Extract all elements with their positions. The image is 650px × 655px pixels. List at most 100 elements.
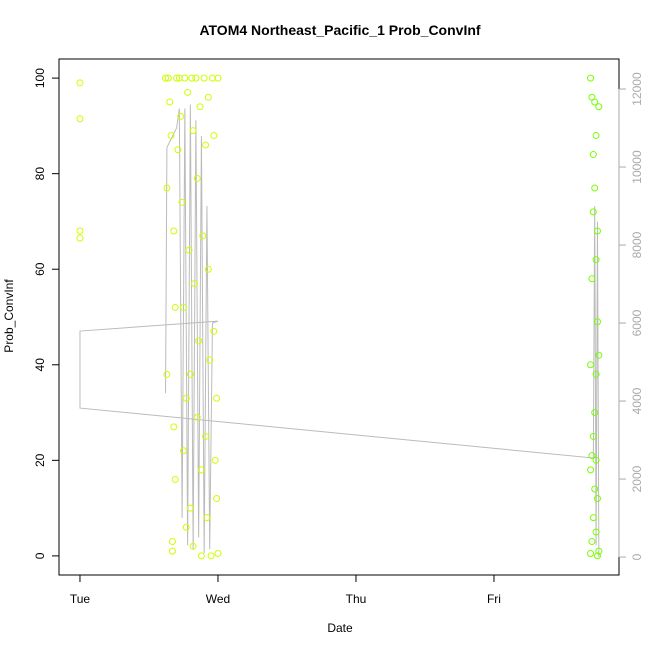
point xyxy=(184,88,192,96)
point xyxy=(199,232,207,240)
point xyxy=(167,131,175,139)
chart-title: ATOM4 Northeast_Pacific_1 Prob_ConvInf xyxy=(199,22,480,38)
point xyxy=(589,151,597,159)
point xyxy=(168,538,176,546)
point xyxy=(592,456,600,464)
y2-tick-label: 12000 xyxy=(630,72,644,106)
point xyxy=(592,131,600,139)
point xyxy=(213,495,221,503)
point xyxy=(595,351,603,359)
point xyxy=(174,146,182,154)
point xyxy=(591,98,599,106)
point xyxy=(171,475,179,483)
point xyxy=(206,356,214,364)
point xyxy=(204,93,212,101)
point xyxy=(76,227,84,235)
point xyxy=(589,208,597,216)
y-tick-label: 60 xyxy=(33,262,47,276)
y2-tick-label: 10000 xyxy=(630,150,644,184)
point xyxy=(192,74,200,82)
point xyxy=(193,174,201,182)
point xyxy=(189,127,197,135)
point xyxy=(164,74,172,82)
point xyxy=(76,79,84,87)
point xyxy=(186,504,194,512)
point xyxy=(185,246,193,254)
y-tick-label: 40 xyxy=(33,358,47,372)
point xyxy=(182,523,190,531)
point xyxy=(202,141,210,149)
point xyxy=(163,370,171,378)
point xyxy=(587,74,595,82)
point xyxy=(200,74,208,82)
y-tick-label: 80 xyxy=(33,167,47,181)
point xyxy=(587,550,595,557)
point xyxy=(162,74,170,82)
point xyxy=(593,227,601,235)
point xyxy=(210,327,218,335)
point xyxy=(163,184,171,192)
y-axis-label: Prob_ConvInf xyxy=(2,279,16,353)
y2-tick-label: 4000 xyxy=(630,387,644,414)
point xyxy=(191,280,199,288)
y2-tick-label: 8000 xyxy=(630,231,644,258)
point xyxy=(591,184,599,192)
point xyxy=(179,303,187,311)
point xyxy=(170,227,178,235)
point xyxy=(178,198,186,206)
point xyxy=(171,303,179,311)
point xyxy=(592,256,600,264)
point xyxy=(76,115,84,123)
point xyxy=(595,547,603,555)
point xyxy=(177,112,185,120)
point xyxy=(204,265,212,273)
point xyxy=(197,466,205,474)
point xyxy=(593,552,601,560)
point xyxy=(196,103,204,111)
point xyxy=(589,514,597,522)
point xyxy=(593,495,601,503)
point xyxy=(592,528,600,536)
point xyxy=(195,337,203,345)
point xyxy=(591,409,599,417)
point xyxy=(592,370,600,378)
point xyxy=(166,98,174,106)
y2-tick-label: 2000 xyxy=(630,465,644,492)
point xyxy=(173,74,181,82)
x-tick-label: Thu xyxy=(346,592,367,606)
y2-tick-label: 6000 xyxy=(630,309,644,336)
point xyxy=(210,131,218,139)
point xyxy=(189,542,197,550)
point xyxy=(211,456,219,464)
point xyxy=(587,466,595,474)
point xyxy=(595,103,603,111)
point xyxy=(76,234,84,242)
x-tick-label: Fri xyxy=(487,592,501,606)
point xyxy=(213,394,221,402)
point xyxy=(588,275,596,283)
point xyxy=(214,74,222,82)
y2-tick-label: 0 xyxy=(630,553,644,560)
point xyxy=(181,74,189,82)
point xyxy=(202,432,210,440)
point xyxy=(593,318,601,326)
point xyxy=(197,552,205,560)
x-tick-label: Tue xyxy=(70,592,91,606)
point xyxy=(179,447,187,455)
point xyxy=(168,547,176,555)
point xyxy=(587,361,595,369)
point xyxy=(193,413,201,421)
x-tick-label: Wed xyxy=(206,592,230,606)
point xyxy=(588,452,596,460)
point xyxy=(588,538,596,546)
point xyxy=(207,552,215,560)
x-axis-label: Date xyxy=(327,621,353,635)
point xyxy=(182,394,190,402)
y-tick-label: 0 xyxy=(33,552,47,559)
point xyxy=(214,550,222,557)
point xyxy=(186,370,194,378)
point xyxy=(170,423,178,431)
point xyxy=(589,432,597,440)
